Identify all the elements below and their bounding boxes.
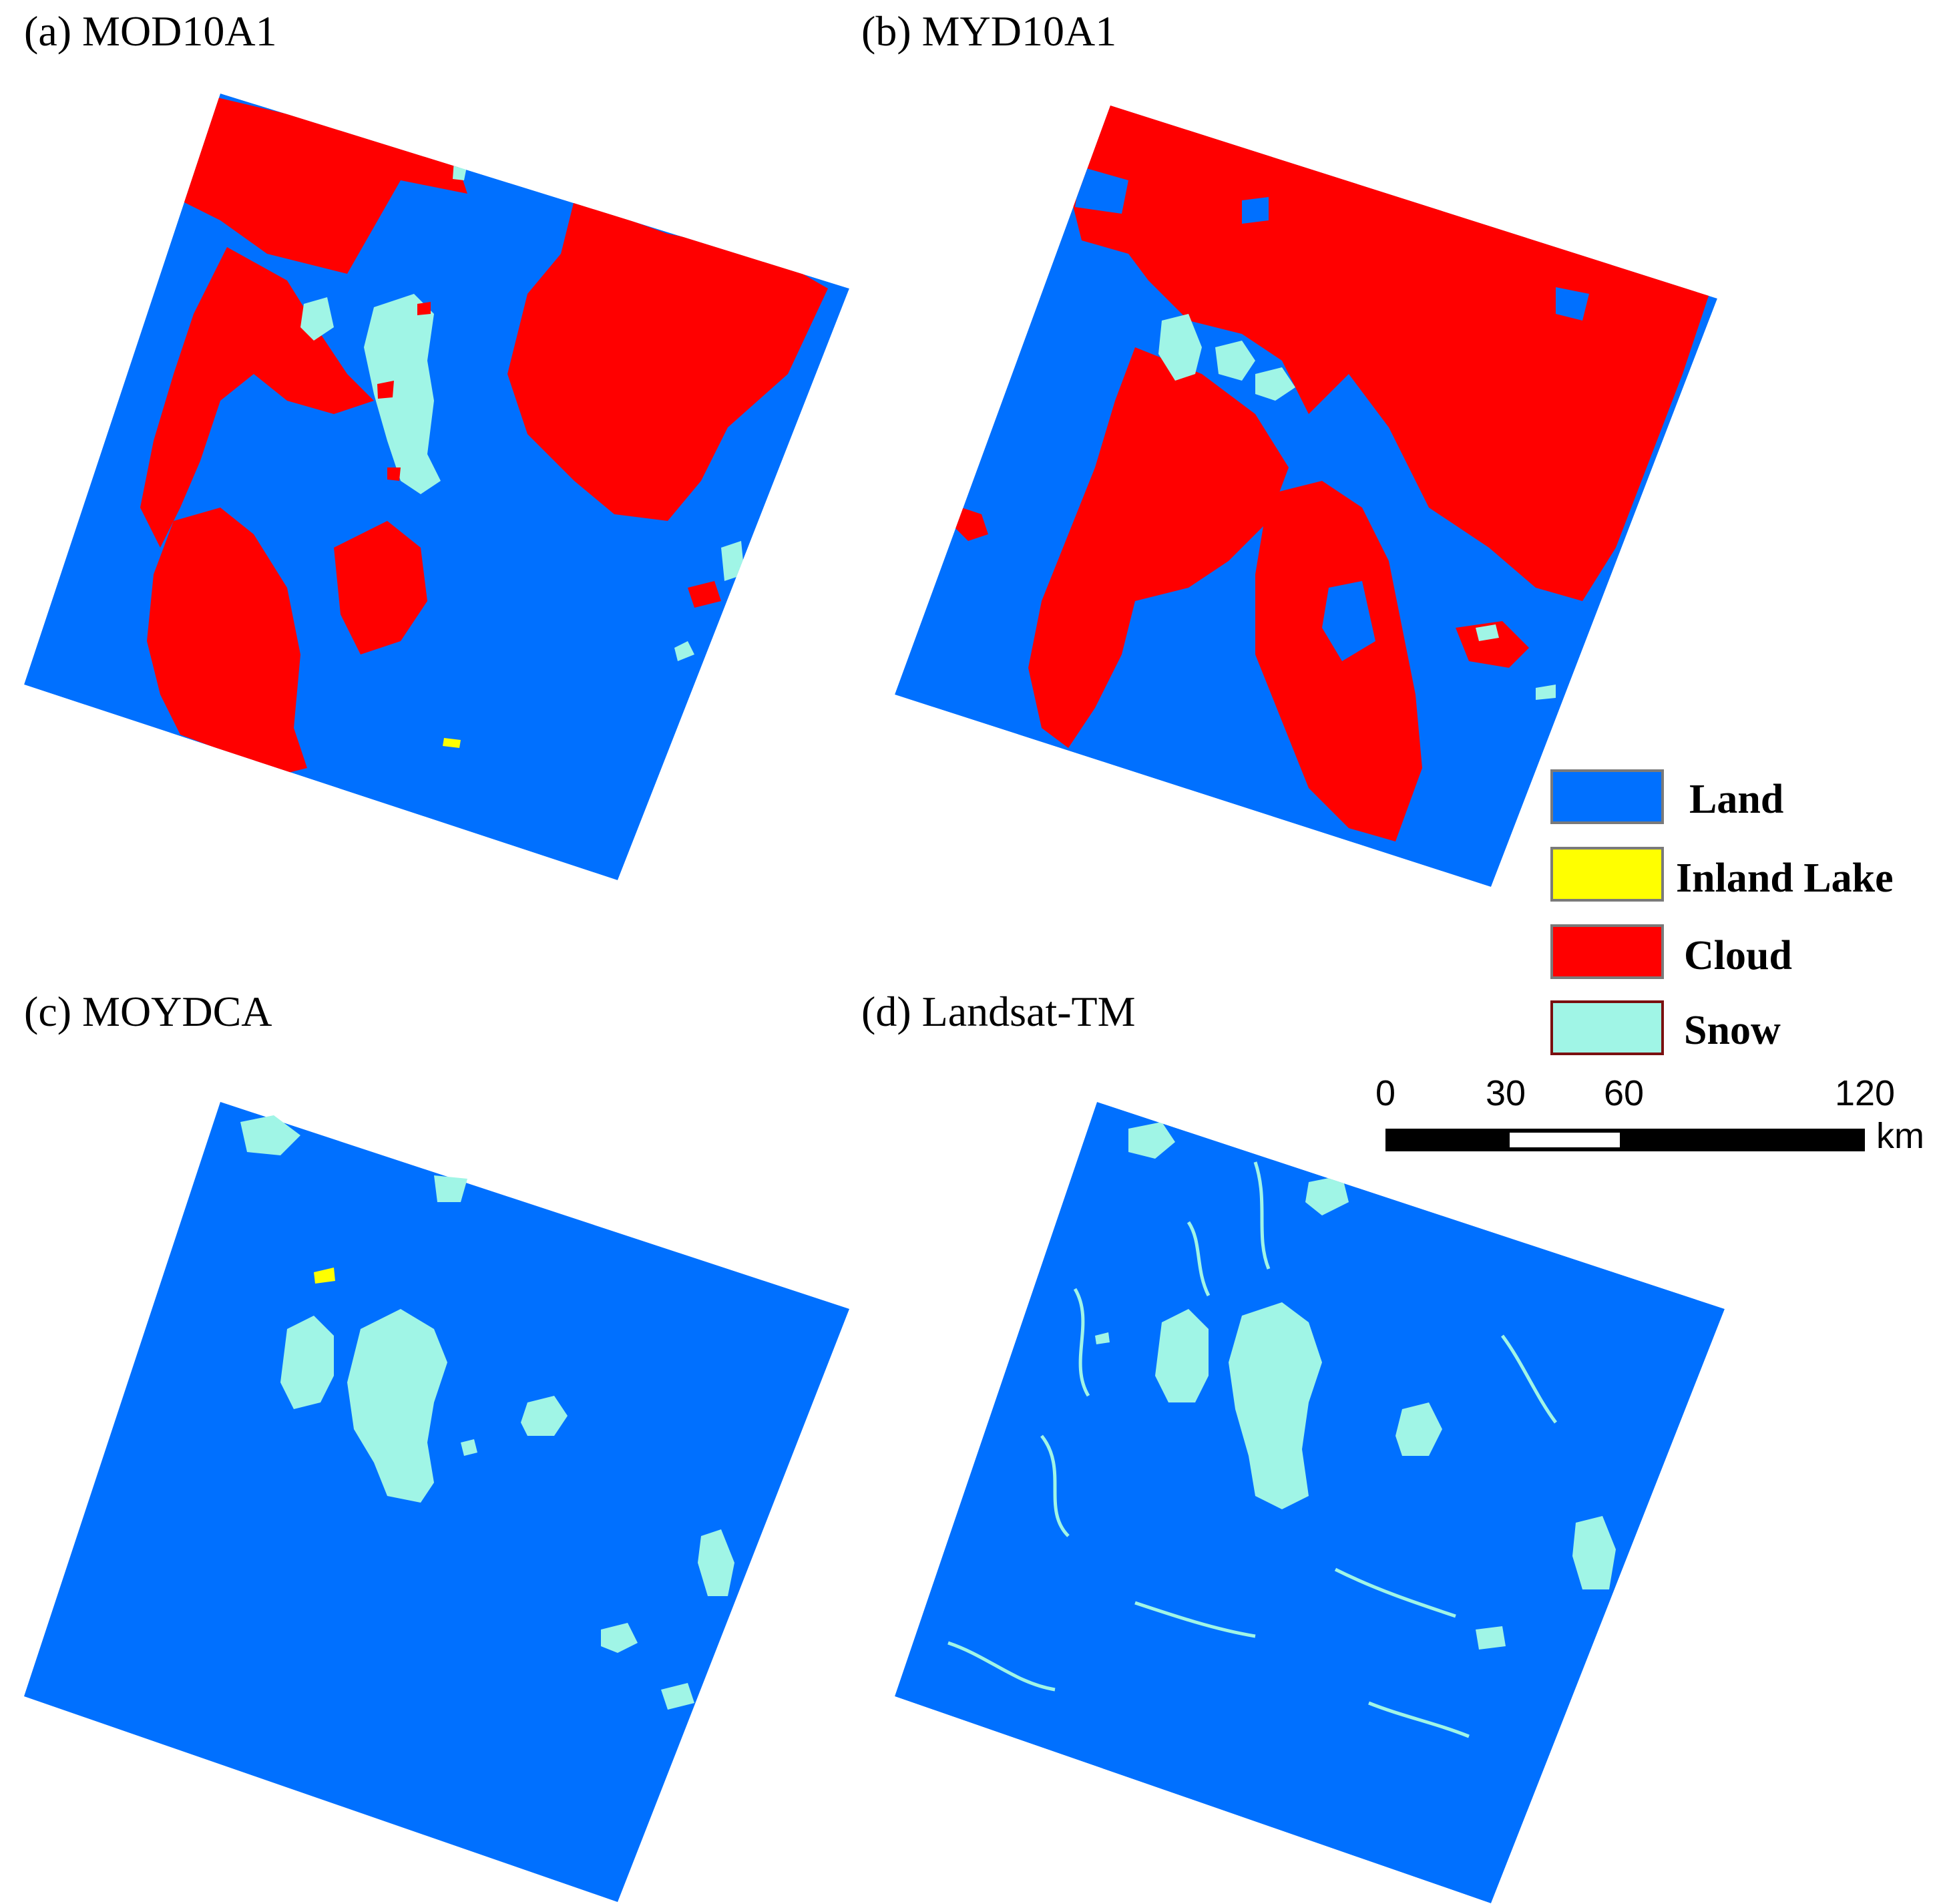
scale-segment-0-30 — [1385, 1129, 1506, 1151]
inland-lake-swatch — [1550, 847, 1664, 902]
panel-d-snow-streams — [947, 1161, 1558, 1738]
map-panel-c — [24, 1102, 849, 1902]
panel-a-inland-lake — [443, 738, 461, 748]
panel-d-land — [895, 1102, 1725, 1903]
scale-segment-60-120 — [1624, 1129, 1865, 1151]
scale-tick-0: 0 — [1375, 1073, 1396, 1113]
panel-b-title: (b) MYD10A1 — [861, 7, 1117, 55]
map-panel-d — [895, 1102, 1725, 1903]
panel-a-cloud — [140, 93, 828, 775]
scale-unit: km — [1876, 1116, 1924, 1156]
panel-c-snow — [240, 1115, 734, 1710]
panel-b-snow — [1158, 314, 1556, 700]
panel-d-title: (d) Landsat-TM — [861, 988, 1136, 1035]
panel-c-inland-lake — [314, 1268, 335, 1284]
legend-inland-lake-label: Inland Lake — [1676, 855, 1894, 901]
legend-land-label: Land — [1689, 777, 1784, 822]
scale-tick-120: 120 — [1834, 1073, 1896, 1113]
scale-tick-30: 30 — [1485, 1073, 1526, 1113]
panel-a-snow — [300, 160, 744, 661]
panel-c-title: (c) MOYDCA — [24, 988, 272, 1035]
snow-swatch — [1550, 1000, 1664, 1055]
legend-snow-label: Snow — [1684, 1008, 1781, 1053]
cloud-swatch — [1550, 924, 1664, 979]
panel-c-land — [24, 1102, 849, 1902]
panel-d-snow — [1095, 1122, 1616, 1650]
panel-a-cloud-spots — [377, 302, 431, 481]
scale-tick-60: 60 — [1603, 1073, 1645, 1113]
land-swatch — [1550, 769, 1664, 824]
legend-cloud-label: Cloud — [1684, 933, 1792, 978]
map-panel-b — [895, 106, 1717, 887]
panel-b-cloud-gaps — [1075, 167, 1589, 661]
scale-segment-30-60 — [1506, 1129, 1624, 1151]
panel-a-title: (a) MOD10A1 — [24, 7, 277, 55]
map-panel-a — [24, 93, 849, 880]
